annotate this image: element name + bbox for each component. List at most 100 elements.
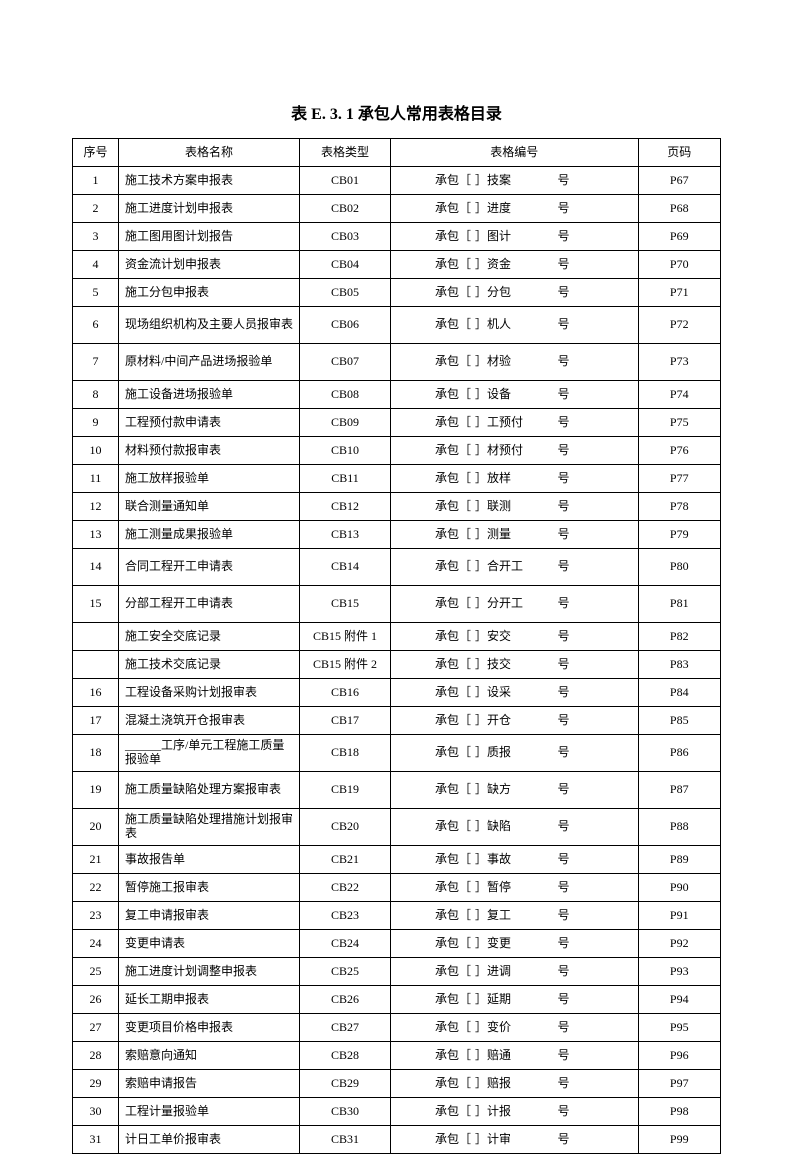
document-page: 表 E. 3. 1 承包人常用表格目录 序号 表格名称 表格类型 表格编号 页码… bbox=[0, 0, 793, 1122]
cell-code-mid: ］技交 bbox=[473, 651, 556, 679]
cell-code-mid: ］分开工 bbox=[473, 586, 556, 623]
cell-code-prefix: 承包［ bbox=[391, 307, 474, 344]
header-page: 页码 bbox=[638, 139, 721, 167]
cell-page: P68 bbox=[638, 195, 721, 223]
cell-code-suffix: 号 bbox=[556, 735, 639, 772]
cell-code-mid: ］合开工 bbox=[473, 549, 556, 586]
cell-code-mid: ］资金 bbox=[473, 251, 556, 279]
cell-page: P95 bbox=[638, 1014, 721, 1042]
table-row: 17混凝土浇筑开仓报审表CB17承包［］开仓号P85 bbox=[73, 707, 721, 735]
cell-code-prefix: 承包［ bbox=[391, 772, 474, 809]
cell-page: P67 bbox=[638, 167, 721, 195]
cell-type: CB16 bbox=[300, 679, 391, 707]
cell-seq: 21 bbox=[73, 846, 119, 874]
cell-type: CB10 bbox=[300, 437, 391, 465]
cell-code-suffix: 号 bbox=[556, 549, 639, 586]
cell-type: CB22 bbox=[300, 874, 391, 902]
cell-code-suffix: 号 bbox=[556, 772, 639, 809]
cell-code-suffix: 号 bbox=[556, 679, 639, 707]
cell-code-prefix: 承包［ bbox=[391, 651, 474, 679]
table-row: 24变更申请表CB24承包［］变更号P92 bbox=[73, 930, 721, 958]
cell-code-suffix: 号 bbox=[556, 1014, 639, 1042]
cell-page: P87 bbox=[638, 772, 721, 809]
cell-code-prefix: 承包［ bbox=[391, 707, 474, 735]
cell-name: 变更申请表 bbox=[119, 930, 300, 958]
table-row: 6现场组织机构及主要人员报审表CB06承包［］机人号P72 bbox=[73, 307, 721, 344]
cell-code-prefix: 承包［ bbox=[391, 846, 474, 874]
cell-type: CB11 bbox=[300, 465, 391, 493]
cell-code-suffix: 号 bbox=[556, 1098, 639, 1126]
cell-name: 合同工程开工申请表 bbox=[119, 549, 300, 586]
cell-type: CB21 bbox=[300, 846, 391, 874]
cell-page: P80 bbox=[638, 549, 721, 586]
cell-code-mid: ］缺方 bbox=[473, 772, 556, 809]
cell-code-mid: ］进调 bbox=[473, 958, 556, 986]
table-row: 9工程预付款申请表CB09承包［］工预付号P75 bbox=[73, 409, 721, 437]
cell-seq: 19 bbox=[73, 772, 119, 809]
table-row: 23复工申请报审表CB23承包［］复工号P91 bbox=[73, 902, 721, 930]
cell-type: CB25 bbox=[300, 958, 391, 986]
cell-code-mid: ］测量 bbox=[473, 521, 556, 549]
cell-code-prefix: 承包［ bbox=[391, 986, 474, 1014]
cell-seq: 10 bbox=[73, 437, 119, 465]
cell-code-suffix: 号 bbox=[556, 874, 639, 902]
cell-type: CB28 bbox=[300, 1042, 391, 1070]
cell-name: 索赔申请报告 bbox=[119, 1070, 300, 1098]
cell-seq: 31 bbox=[73, 1126, 119, 1154]
cell-seq: 14 bbox=[73, 549, 119, 586]
cell-code-suffix: 号 bbox=[556, 465, 639, 493]
cell-page: P78 bbox=[638, 493, 721, 521]
cell-type: CB05 bbox=[300, 279, 391, 307]
table-row: 25施工进度计划调整申报表CB25承包［］进调号P93 bbox=[73, 958, 721, 986]
table-row: 21事故报告单CB21承包［］事故号P89 bbox=[73, 846, 721, 874]
header-row: 序号 表格名称 表格类型 表格编号 页码 bbox=[73, 139, 721, 167]
table-head: 序号 表格名称 表格类型 表格编号 页码 bbox=[73, 139, 721, 167]
cell-code-prefix: 承包［ bbox=[391, 1098, 474, 1126]
cell-name: 施工技术交底记录 bbox=[119, 651, 300, 679]
table-row: 18______工序/单元工程施工质量报验单CB18承包［］质报号P86 bbox=[73, 735, 721, 772]
cell-code-suffix: 号 bbox=[556, 223, 639, 251]
cell-name: 施工设备进场报验单 bbox=[119, 381, 300, 409]
table-row: 13施工测量成果报验单CB13承包［］测量号P79 bbox=[73, 521, 721, 549]
cell-name: 原材料/中间产品进场报验单 bbox=[119, 344, 300, 381]
cell-page: P83 bbox=[638, 651, 721, 679]
cell-type: CB23 bbox=[300, 902, 391, 930]
cell-seq: 8 bbox=[73, 381, 119, 409]
cell-seq: 29 bbox=[73, 1070, 119, 1098]
cell-name: 分部工程开工申请表 bbox=[119, 586, 300, 623]
cell-code-suffix: 号 bbox=[556, 623, 639, 651]
cell-code-mid: ］事故 bbox=[473, 846, 556, 874]
cell-seq: 9 bbox=[73, 409, 119, 437]
cell-code-suffix: 号 bbox=[556, 381, 639, 409]
cell-code-prefix: 承包［ bbox=[391, 409, 474, 437]
cell-code-prefix: 承包［ bbox=[391, 1042, 474, 1070]
table-body: 1施工技术方案申报表CB01承包［］技案号P672施工进度计划申报表CB02承包… bbox=[73, 167, 721, 1154]
table-row: 15分部工程开工申请表CB15承包［］分开工号P81 bbox=[73, 586, 721, 623]
cell-page: P96 bbox=[638, 1042, 721, 1070]
cell-page: P82 bbox=[638, 623, 721, 651]
cell-type: CB17 bbox=[300, 707, 391, 735]
cell-code-suffix: 号 bbox=[556, 1126, 639, 1154]
cell-seq: 16 bbox=[73, 679, 119, 707]
cell-name: 施工测量成果报验单 bbox=[119, 521, 300, 549]
cell-code-mid: ］联测 bbox=[473, 493, 556, 521]
cell-code-prefix: 承包［ bbox=[391, 251, 474, 279]
header-code: 表格编号 bbox=[391, 139, 639, 167]
cell-page: P70 bbox=[638, 251, 721, 279]
cell-seq: 23 bbox=[73, 902, 119, 930]
table-row: 11施工放样报验单CB11承包［］放样号P77 bbox=[73, 465, 721, 493]
table-row: 14合同工程开工申请表CB14承包［］合开工号P80 bbox=[73, 549, 721, 586]
cell-code-mid: ］进度 bbox=[473, 195, 556, 223]
cell-code-mid: ］设备 bbox=[473, 381, 556, 409]
cell-seq: 2 bbox=[73, 195, 119, 223]
cell-name: 工程预付款申请表 bbox=[119, 409, 300, 437]
cell-code-suffix: 号 bbox=[556, 195, 639, 223]
cell-seq: 15 bbox=[73, 586, 119, 623]
cell-page: P74 bbox=[638, 381, 721, 409]
cell-type: CB02 bbox=[300, 195, 391, 223]
cell-code-mid: ］变价 bbox=[473, 1014, 556, 1042]
cell-name: 联合测量通知单 bbox=[119, 493, 300, 521]
cell-name: 索赔意向通知 bbox=[119, 1042, 300, 1070]
cell-seq: 13 bbox=[73, 521, 119, 549]
cell-seq: 17 bbox=[73, 707, 119, 735]
